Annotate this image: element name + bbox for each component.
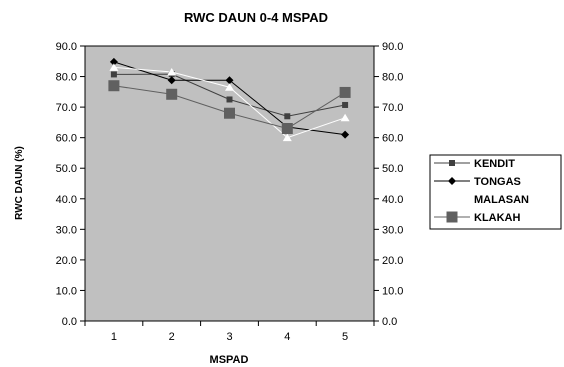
legend-label: KLAKAH <box>474 212 520 224</box>
data-point <box>341 130 350 139</box>
x-axis: 1 2 3 4 5 <box>84 321 375 343</box>
y-tick-label-left: 60.0 <box>56 133 77 145</box>
y-tick-label-right: 50.0 <box>382 163 403 175</box>
chart-title: RWC DAUN 0-4 MSPAD <box>184 10 328 25</box>
data-point <box>339 86 351 98</box>
y-tick-label-right: 10.0 <box>382 285 403 297</box>
x-tick-label: 1 <box>111 331 117 343</box>
y-tick-label-left: 70.0 <box>56 102 77 114</box>
x-tick-label: 2 <box>169 331 175 343</box>
y-tick-label-right: 20.0 <box>382 255 403 267</box>
legend-marker <box>449 160 455 166</box>
data-point <box>340 113 350 122</box>
data-point <box>166 88 178 100</box>
data-point <box>109 57 118 66</box>
data-point <box>281 123 293 134</box>
y-tick-label-right: 80.0 <box>382 72 403 84</box>
x-axis-title: MSPAD <box>210 354 249 366</box>
y-tick-label-right: 90.0 <box>382 41 403 53</box>
y-tick-label-right: 0.0 <box>382 316 397 328</box>
legend-marker <box>447 195 457 203</box>
y-tick-label-right: 60.0 <box>382 133 403 145</box>
y-tick-label-right: 40.0 <box>382 194 403 206</box>
legend-label: MALASAN <box>474 194 529 206</box>
x-tick-label: 5 <box>342 331 348 343</box>
legend-item-malasan: MALASAN <box>434 194 529 206</box>
data-point <box>225 83 234 91</box>
data-point <box>224 107 235 119</box>
series-malasan <box>109 63 350 142</box>
plot-area <box>84 45 375 322</box>
data-point <box>284 113 291 120</box>
series-klakah <box>108 80 351 134</box>
y-tick-label-left: 10.0 <box>56 285 77 297</box>
y-tick-label-left: 90.0 <box>56 41 77 53</box>
legend-label: KENDIT <box>474 158 515 170</box>
y-axis-right: 0.0 10.0 20.0 30.0 40.0 50.0 60.0 70.0 80.0 90.0 <box>374 41 403 328</box>
data-point <box>282 133 292 142</box>
legend-item-kendit: KENDIT <box>434 158 515 170</box>
y-tick-label-right: 30.0 <box>382 224 403 236</box>
y-tick-label-left: 0.0 <box>62 316 77 328</box>
legend-item-tongas: TONGAS <box>434 176 521 188</box>
y-tick-label-left: 20.0 <box>56 255 77 267</box>
data-point <box>226 96 233 103</box>
y-tick-label-right: 70.0 <box>382 102 403 114</box>
y-tick-label-left: 30.0 <box>56 224 77 236</box>
y-axis-title: RWC DAUN (%) <box>14 146 25 220</box>
data-point <box>109 63 119 71</box>
legend-label: TONGAS <box>474 176 521 188</box>
data-point <box>225 76 234 85</box>
legend-marker <box>446 211 458 223</box>
y-axis-left: 0.0 10.0 20.0 30.0 40.0 50.0 60.0 70.0 80.0 90.0 <box>56 41 85 328</box>
data-point <box>108 80 120 92</box>
data-point <box>342 101 349 108</box>
y-tick-label-left: 40.0 <box>56 194 77 206</box>
legend-item-klakah: KLAKAH <box>434 211 520 224</box>
x-tick-label: 3 <box>226 331 232 343</box>
data-point <box>167 67 177 76</box>
series-layer <box>108 57 351 142</box>
legend: KENDIT TONGAS MALASAN KLAKAH <box>429 154 562 230</box>
x-tick-label: 4 <box>284 331 290 343</box>
legend-marker <box>448 177 456 185</box>
y-tick-label-left: 80.0 <box>56 72 77 84</box>
data-point <box>167 76 176 85</box>
data-point <box>110 71 117 78</box>
y-tick-label-left: 50.0 <box>56 163 77 175</box>
